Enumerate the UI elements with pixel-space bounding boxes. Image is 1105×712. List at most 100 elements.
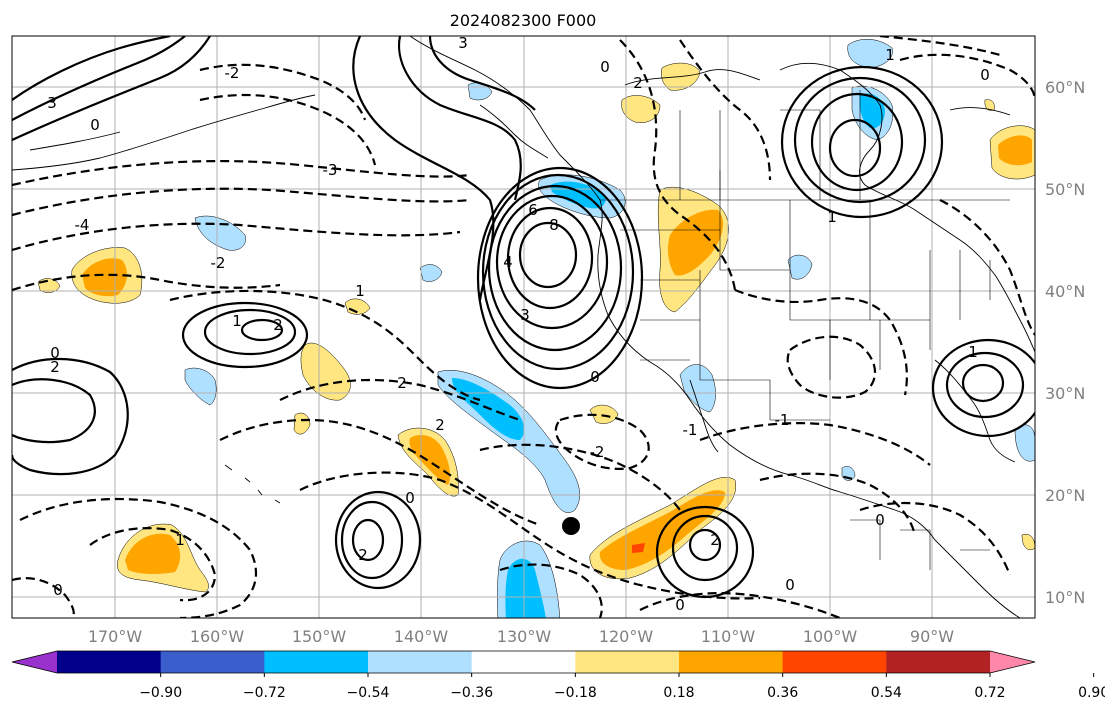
contour-sw-solid	[12, 357, 129, 476]
contour-label-neg1-baja: -1	[683, 421, 698, 439]
contour-label-1-hudson: 1	[885, 46, 895, 64]
colorbar-segment	[471, 651, 576, 673]
contour-dashed-4	[12, 273, 281, 292]
colorbar-tick-label: 0.72	[974, 685, 1005, 701]
contour-label-neg4: -4	[75, 216, 90, 234]
colorbar-segment	[782, 651, 887, 673]
contour-lines	[12, 36, 1035, 618]
contour-label-0-alaska: 0	[600, 58, 610, 76]
contour-dashed-22	[899, 53, 1035, 101]
colorbar-tick-label: 0.18	[663, 685, 694, 701]
contour-alaska-solid-2	[397, 36, 522, 201]
shade-orange-west	[125, 533, 181, 575]
state-borders	[600, 90, 1010, 570]
contour-dashed-25	[199, 93, 377, 166]
contour-label-neg2-west: -2	[211, 254, 226, 272]
colorbar-segment	[57, 651, 162, 673]
shade-blue-hudson	[859, 93, 885, 129]
shade-light-blue-small-2	[787, 254, 813, 280]
colorbar-ticks: −0.90 −0.72 −0.54 −0.36 −0.18 0.18 0.36 0.54 0.7…	[139, 673, 1105, 701]
contour-dashed-18	[699, 422, 931, 466]
contour-east-high-3	[931, 338, 1035, 438]
lat-label-60n: 60°N	[1045, 78, 1085, 97]
contour-label-3-alaska: 3	[458, 34, 468, 52]
colorbar-extend-max	[990, 651, 1035, 673]
contour-label-0-sw: 0	[53, 581, 63, 599]
shade-red-spot	[632, 543, 645, 553]
contour-label-2-mexico: 2	[710, 531, 720, 549]
shade-blue-pnw	[550, 181, 606, 209]
colorbar-tick-label: −0.18	[554, 685, 597, 701]
contour-east-high-1	[961, 363, 1005, 403]
contour-dashed-19	[759, 472, 917, 536]
colorbar-segment	[368, 651, 473, 673]
colorbar-segment	[264, 651, 369, 673]
lat-label-10n: 10°N	[1045, 588, 1085, 607]
lon-label-120w: 120°W	[599, 627, 654, 646]
shade-orange-hawaii	[409, 435, 450, 485]
contour-labels: 8 6 4 3 2 1 0 2 -1 -2 -3 -4 2 -1 2 1 1 3…	[47, 34, 990, 614]
contour-south-low-1	[351, 518, 385, 562]
contour-south-low-2	[340, 500, 404, 580]
contour-label-0-gulf: 0	[875, 511, 885, 529]
colorbar-tick-label: −0.54	[347, 685, 390, 701]
contour-label-neg1-mexico: -1	[775, 411, 790, 429]
latitude-labels: 60°N 50°N 40°N 30°N 20°N 10°N	[1045, 78, 1085, 607]
contour-east-high-2	[945, 351, 1025, 419]
shade-blue-arctic	[847, 39, 893, 69]
contour-dashed-8	[19, 497, 257, 618]
contour-dashed-21	[939, 199, 1035, 336]
contour-label-neg2-nw: -2	[225, 64, 240, 82]
contour-dashed-15	[679, 39, 772, 181]
contour-nw-solid-3	[12, 36, 211, 141]
contour-nw-solid-2	[12, 36, 186, 121]
contour-hudson-4	[780, 65, 944, 219]
colorbar-tick-label: 0.54	[871, 685, 902, 701]
contour-label-0-nw: 0	[90, 116, 100, 134]
contour-label-3: 3	[520, 306, 530, 324]
shade-orange-labrador	[998, 135, 1032, 166]
contour-label-1-canada: 1	[827, 208, 837, 226]
contour-label-neg3: -3	[323, 161, 338, 179]
contour-mexico-low-1	[688, 528, 722, 562]
lon-label-150w: 150°W	[292, 627, 347, 646]
lon-label-170w: 170°W	[88, 627, 143, 646]
map-panel: 8 6 4 3 2 1 0 2 -1 -2 -3 -4 2 -1 2 1 1 3…	[11, 34, 1036, 619]
contour-dashed-26	[639, 592, 841, 618]
contour-high-center-4	[487, 184, 623, 352]
contour-mexico-low-2	[671, 514, 739, 582]
contour-dashed-3	[12, 159, 471, 187]
map-frame	[11, 35, 1036, 619]
contour-high-center-1	[518, 221, 578, 289]
graticule	[12, 36, 1035, 618]
colorbar-segment	[160, 651, 265, 673]
contour-label-0-hawaii: 0	[405, 489, 415, 507]
contour-label-2-mid: 2	[397, 374, 407, 392]
lat-label-20n: 20°N	[1045, 486, 1085, 505]
contour-label-4: 4	[503, 253, 513, 271]
contour-high-center-6	[476, 166, 644, 390]
contour-dashed-17	[786, 335, 876, 399]
lon-label-140w: 140°W	[394, 627, 449, 646]
contour-dashed-10	[12, 577, 75, 618]
lon-label-160w: 160°W	[190, 627, 245, 646]
shade-yellow-alaska	[621, 95, 661, 123]
contour-high-west-1	[240, 318, 284, 342]
shade-light-blue-mid	[184, 367, 217, 406]
contour-dashed-7	[219, 418, 541, 527]
colorbar-segment	[886, 651, 991, 673]
contour-label-0-center: 0	[590, 368, 600, 386]
colorbar-tick-label: 0.90	[1078, 685, 1105, 701]
shade-light-blue-small-1	[419, 264, 443, 282]
contour-label-2-hawaii: 2	[435, 416, 445, 434]
contour-hudson-3	[793, 76, 927, 204]
shade-yellow-small-4	[1021, 534, 1035, 551]
contour-high-center-3	[495, 194, 609, 330]
contour-alaska-solid-3	[428, 36, 536, 111]
shade-light-blue-baja	[679, 364, 716, 413]
colorbar-outline	[11, 650, 1036, 674]
colorbar-segment	[575, 651, 680, 673]
colorbar-tick-label: −0.72	[243, 685, 286, 701]
contour-label-0-mexico-south: 0	[785, 576, 795, 594]
